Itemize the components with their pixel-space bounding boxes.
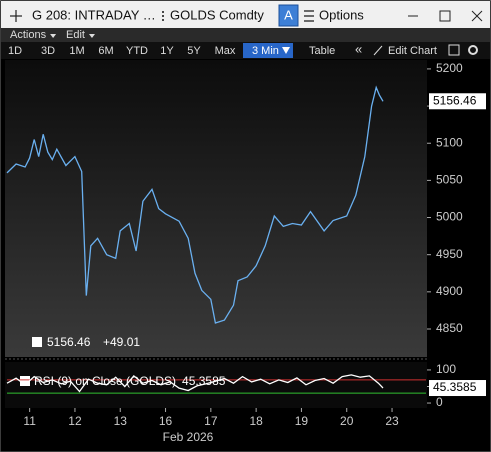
separator-icon: [162, 11, 164, 21]
x-tick-label: 16: [159, 414, 173, 428]
x-tick-label: 11: [23, 414, 36, 428]
x-tick-label: 23: [385, 414, 399, 428]
edit-chart-button[interactable]: Edit Chart: [388, 45, 437, 57]
range-button[interactable]: 3 Min: [252, 45, 279, 57]
title-bar: [1, 1, 490, 28]
options-label[interactable]: Options: [319, 7, 364, 22]
y-tick-label: 4950: [436, 247, 463, 261]
rsi-panel: [5, 362, 427, 408]
window-title: G 208: INTRADAY …: [32, 7, 156, 22]
menu-arrow[interactable]: [88, 34, 95, 38]
collapse-icon[interactable]: «: [355, 41, 362, 56]
series-line: [6, 85, 384, 324]
legend-value: 5156.46: [47, 335, 91, 349]
y-tick-label: 5200: [436, 61, 463, 75]
legend-change: +49.01: [103, 335, 140, 349]
y-tick-label: 4850: [436, 321, 463, 335]
menu-label[interactable]: Edit: [66, 29, 85, 41]
move-icon[interactable]: [10, 10, 22, 22]
svg-text:«: «: [355, 41, 362, 56]
range-button[interactable]: 5Y: [187, 45, 201, 57]
selected-range-bg: [243, 43, 293, 58]
options-icon[interactable]: [304, 10, 314, 22]
y-tick-label: 4900: [436, 284, 463, 298]
last-value-label: 5156.46: [433, 93, 477, 107]
menu-bar: [1, 28, 490, 42]
range-button[interactable]: YTD: [126, 45, 148, 57]
y-tick-label: 0: [436, 395, 443, 409]
rsi-legend-title: RSI (9) on Close (GOLDS): [34, 374, 176, 388]
range-button[interactable]: 1Y: [160, 45, 174, 57]
x-tick-label: 18: [249, 414, 263, 428]
price-panel: [5, 60, 427, 357]
badge-button[interactable]: [278, 4, 299, 27]
y-tick-label: 5000: [436, 210, 463, 224]
menu-label[interactable]: Actions: [10, 29, 47, 41]
maximize-button[interactable]: [439, 10, 451, 22]
range-button[interactable]: 1M: [69, 45, 84, 57]
x-tick-label: 19: [295, 414, 309, 428]
x-tick-label: 17: [204, 414, 218, 428]
rsi-legend-swatch: [20, 376, 30, 386]
x-tick-label: 13: [114, 414, 128, 428]
table-button[interactable]: Table: [309, 45, 335, 57]
legend-swatch: [32, 337, 42, 347]
x-tick-label: 20: [340, 414, 354, 428]
range-button[interactable]: 3D: [41, 45, 55, 57]
last-value-tag: [429, 380, 486, 397]
draw-icon[interactable]: [448, 44, 460, 56]
edit-icon[interactable]: [373, 45, 383, 56]
last-value-label: 45.3585: [433, 380, 477, 394]
series-line: [6, 374, 384, 393]
y-tick-label: 5100: [436, 135, 463, 149]
x-axis-label: Feb 2026: [163, 430, 214, 444]
settings-icon[interactable]: [468, 45, 478, 55]
range-button[interactable]: 1D: [8, 45, 22, 57]
security-name: GOLDS Comdty: [170, 7, 264, 22]
menu-arrow[interactable]: [50, 34, 57, 38]
x-tick-label: 12: [68, 414, 82, 428]
y-tick-label: 5050: [436, 173, 463, 187]
y-tick-label: 100: [436, 362, 456, 376]
last-value-tag: [429, 93, 486, 110]
range-dropdown-arrow[interactable]: [282, 47, 290, 54]
range-button[interactable]: Max: [215, 45, 236, 57]
rsi-legend-value: 45.3585: [182, 374, 226, 388]
range-button[interactable]: 6M: [98, 45, 113, 57]
badge-label: A: [284, 7, 293, 22]
close-button[interactable]: [471, 10, 483, 22]
